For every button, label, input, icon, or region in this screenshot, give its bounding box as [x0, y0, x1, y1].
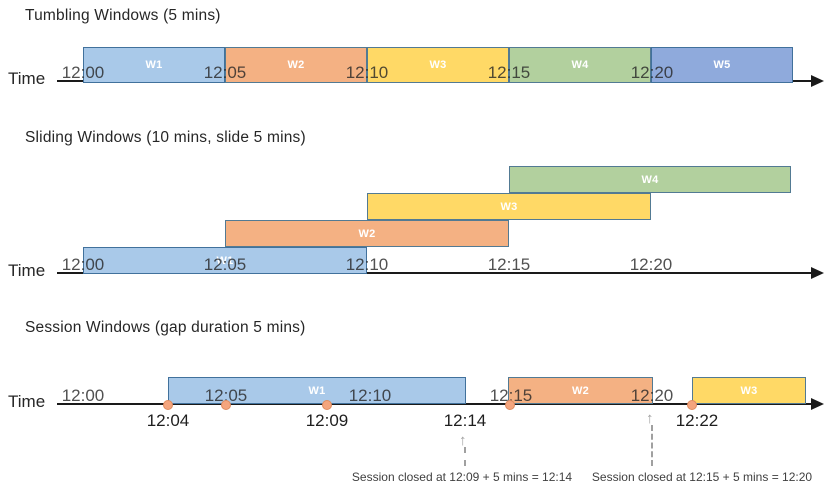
session-event-time-label: 12:14 [443, 411, 487, 430]
session-close-arrow-tail [464, 447, 466, 466]
session-tick-label: 12:00 [61, 386, 105, 405]
session-title: Session Windows (gap duration 5 mins) [25, 319, 306, 336]
session-tick-label: 12:05 [204, 386, 248, 405]
sliding-window-w4: W4 [509, 166, 791, 193]
event-dot-icon [505, 400, 515, 410]
sliding-window-w3: W3 [367, 193, 651, 220]
sliding-window-w2: W2 [225, 220, 509, 247]
session-event-time-label: 12:22 [675, 411, 719, 430]
session-tick-label: 12:20 [630, 386, 674, 405]
session-window-w2: W2 [508, 377, 653, 404]
session-axis-label: Time [8, 392, 46, 411]
sliding-axis-label: Time [8, 261, 46, 280]
session-close-caption: Session closed at 12:09 + 5 mins = 12:14 [351, 470, 573, 484]
session-close-up-arrow-icon: ↑ [459, 432, 467, 449]
sliding-tick-label: 12:05 [203, 255, 247, 274]
session-close-arrow-tail [651, 425, 653, 466]
tumbling-window-w5: W5 [651, 47, 793, 83]
session-window-w3: W3 [692, 377, 806, 404]
tumbling-tick-label: 12:20 [630, 63, 674, 82]
sliding-window-label-w3: W3 [500, 200, 518, 213]
session-tick-label: 12:15 [489, 386, 533, 405]
sliding-tick-label: 12:00 [61, 255, 105, 274]
tumbling-tick-label: 12:05 [203, 63, 247, 82]
sliding-window-w1: W1 [83, 247, 367, 274]
tumbling-window-w1: W1 [83, 47, 225, 83]
session-close-up-arrow-icon: ↑ [646, 410, 654, 427]
tumbling-window-label-w4: W4 [571, 59, 589, 71]
sliding-window-label-w2: W2 [358, 227, 376, 240]
session-window-w1: W1 [168, 377, 466, 404]
session-tick-label: 12:10 [348, 386, 392, 405]
sliding-title: Sliding Windows (10 mins, slide 5 mins) [25, 129, 306, 146]
session-event-time-label: 12:09 [305, 411, 349, 430]
sliding-axis-arrow-icon [811, 267, 824, 279]
tumbling-title: Tumbling Windows (5 mins) [25, 7, 221, 24]
session-window-label-w1: W1 [308, 384, 326, 397]
session-time-axis [57, 403, 811, 405]
tumbling-tick-label: 12:00 [61, 63, 105, 82]
tumbling-axis-arrow-icon [811, 75, 824, 87]
tumbling-window-label-w5: W5 [713, 59, 731, 71]
sliding-time-axis [57, 272, 811, 274]
event-dot-icon [163, 400, 173, 410]
tumbling-tick-label: 12:15 [487, 63, 531, 82]
sliding-window-label-w4: W4 [641, 173, 659, 186]
tumbling-window-w2: W2 [225, 47, 367, 83]
tumbling-window-w4: W4 [509, 47, 651, 83]
tumbling-window-label-w3: W3 [429, 59, 447, 71]
tumbling-window-label-w2: W2 [287, 59, 305, 71]
session-window-label-w3: W3 [740, 384, 758, 397]
session-close-caption: Session closed at 12:15 + 5 mins = 12:20 [591, 470, 813, 484]
tumbling-axis-label: Time [8, 69, 46, 88]
session-window-label-w2: W2 [571, 384, 590, 397]
sliding-tick-label: 12:10 [345, 255, 389, 274]
tumbling-window-label-w1: W1 [145, 59, 163, 71]
event-dot-icon [221, 400, 231, 410]
event-dot-icon [687, 400, 697, 410]
session-axis-arrow-icon [811, 398, 824, 410]
sliding-tick-label: 12:20 [629, 255, 673, 274]
sliding-window-label-w1: W1 [216, 254, 234, 267]
tumbling-window-w3: W3 [367, 47, 509, 83]
session-event-time-label: 12:04 [146, 411, 190, 430]
event-dot-icon [322, 400, 332, 410]
sliding-tick-label: 12:15 [487, 255, 531, 274]
tumbling-tick-label: 12:10 [345, 63, 389, 82]
